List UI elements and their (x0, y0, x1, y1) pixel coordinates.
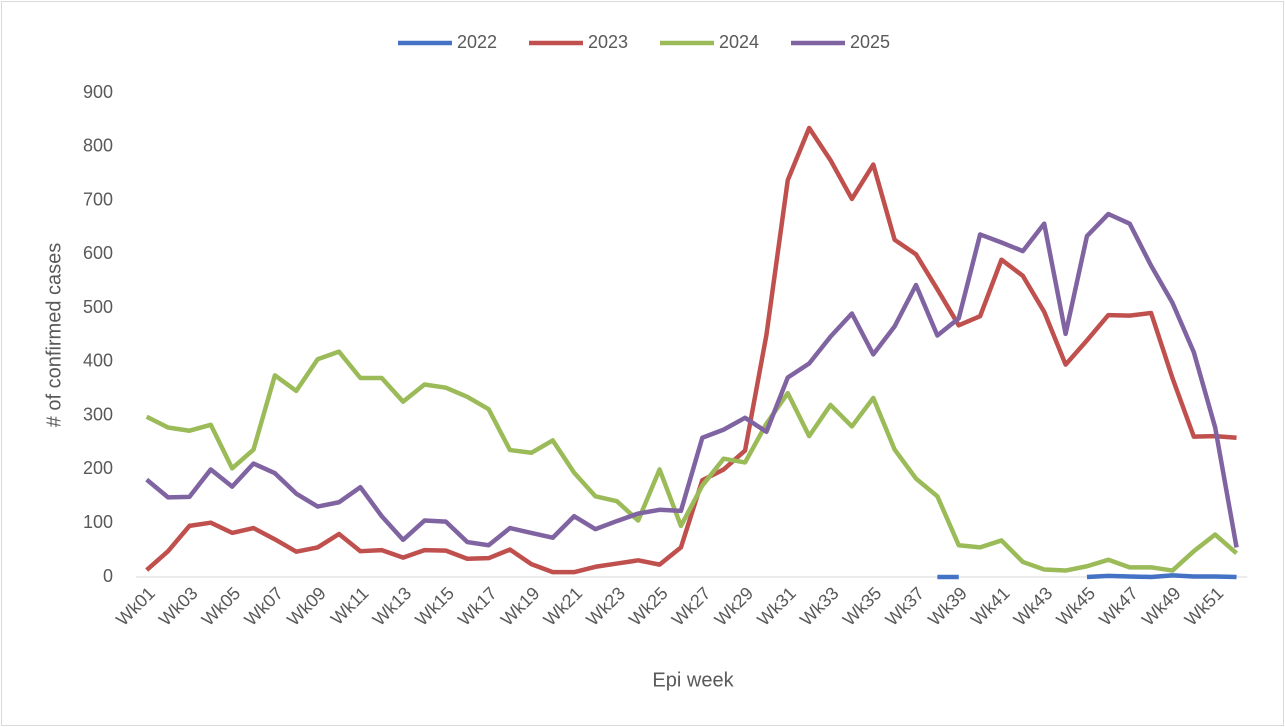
x-axis-title: Epi week (652, 669, 734, 691)
y-tick-label: 400 (83, 351, 113, 371)
legend-label: 2024 (719, 32, 759, 52)
series-line (937, 573, 1237, 580)
y-axis-title: # of confirmed cases (43, 243, 65, 428)
legend-label: 2022 (457, 32, 497, 52)
y-tick-label: 900 (83, 82, 113, 102)
legend-label: 2023 (588, 32, 628, 52)
series-line (145, 349, 1239, 573)
y-tick-label: 700 (83, 189, 113, 209)
y-tick-label: 200 (83, 458, 113, 478)
y-tick-label: 0 (103, 566, 113, 586)
series-line (145, 125, 1237, 575)
series-line (145, 211, 1239, 548)
y-tick-label: 100 (83, 512, 113, 532)
y-tick-label: 600 (83, 243, 113, 263)
y-tick-label: 800 (83, 136, 113, 156)
y-tick-label: 300 (83, 404, 113, 424)
y-tick-label: 500 (83, 297, 113, 317)
legend-label: 2025 (850, 32, 890, 52)
